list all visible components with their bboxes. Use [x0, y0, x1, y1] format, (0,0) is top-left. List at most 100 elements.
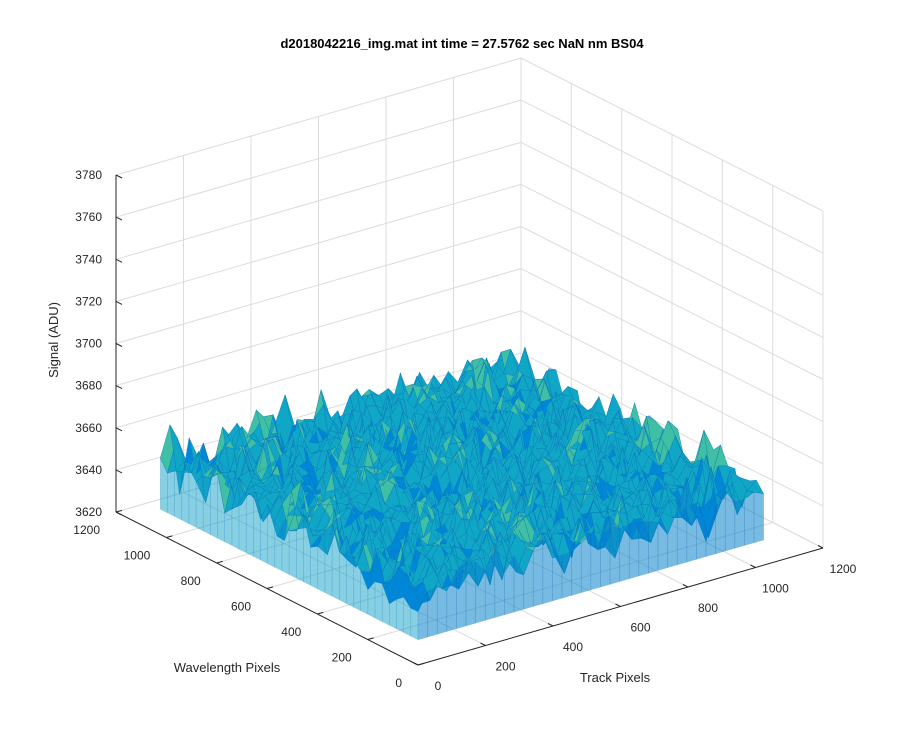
- y-tick-label: 0: [395, 676, 402, 690]
- surface-skirt: [638, 521, 649, 577]
- y-tick: [367, 637, 374, 640]
- chart-title: d2018042216_img.mat int time = 27.5762 s…: [280, 36, 644, 51]
- side-wall-gridline: [520, 99, 824, 254]
- side-wall-gridline: [520, 183, 824, 338]
- z-tick-label: 3620: [75, 505, 102, 519]
- side-wall-gridline: [520, 310, 824, 465]
- surface-skirt: [581, 533, 591, 593]
- side-wall-gridline: [520, 226, 824, 380]
- y-tick: [216, 560, 223, 564]
- y-tick: [166, 535, 173, 538]
- x-tick-label: 200: [495, 660, 515, 674]
- x-tick: [750, 564, 756, 568]
- surface-skirt: [210, 473, 218, 539]
- surface-skirt: [629, 522, 639, 579]
- y-axis-label: Wavelength Pixels: [174, 660, 281, 675]
- surface-skirt: [465, 561, 476, 627]
- surface-skirt: [245, 494, 254, 557]
- y-tick-label: 1000: [124, 549, 151, 563]
- z-tick: [115, 174, 123, 179]
- x-tick: [480, 642, 486, 646]
- y-tick: [115, 509, 123, 513]
- side-wall-gridline: [520, 141, 824, 296]
- back-wall-gridline: [115, 57, 522, 176]
- x-tick: [412, 662, 419, 666]
- y-tick-label: 800: [181, 574, 201, 588]
- z-tick: [115, 343, 123, 347]
- surface-skirt: [753, 491, 764, 543]
- back-wall-gridline: [115, 310, 522, 429]
- surface-skirt: [195, 475, 204, 532]
- back-wall-gridline: [115, 141, 522, 260]
- surface-skirt: [619, 524, 630, 582]
- surface-skirt: [734, 498, 745, 549]
- x-tick-label: 600: [630, 621, 650, 635]
- surface-skirt: [160, 457, 168, 514]
- x-tick: [615, 603, 621, 607]
- z-tick-label: 3640: [75, 463, 102, 477]
- x-tick: [682, 584, 689, 588]
- side-wall-gridline: [520, 57, 824, 212]
- x-tick: [817, 545, 824, 549]
- surface-skirt: [648, 521, 659, 574]
- surface-skirt: [224, 508, 233, 546]
- y-tick-label: 200: [332, 651, 352, 665]
- surface-skirt: [571, 542, 582, 596]
- surface-skirt: [374, 581, 383, 622]
- surface-skirt: [744, 491, 755, 546]
- z-tick: [115, 511, 123, 516]
- surface-skirt: [202, 475, 211, 535]
- back-wall-gridline: [115, 226, 522, 344]
- z-tick: [115, 300, 123, 305]
- z-tick-label: 3760: [75, 210, 102, 224]
- surface-skirt: [561, 551, 572, 599]
- y-tick-label: 600: [231, 600, 251, 614]
- z-tick-label: 3740: [75, 252, 102, 266]
- y-tick-label: 1200: [73, 523, 100, 537]
- surface-skirt: [174, 470, 183, 521]
- y-tick-label: 400: [281, 625, 301, 639]
- surface-skirt: [437, 585, 447, 635]
- y-tick: [317, 611, 324, 615]
- surface-skirt: [389, 599, 397, 630]
- z-tick: [115, 258, 123, 263]
- z-tick-label: 3660: [75, 421, 102, 435]
- surface-skirt: [167, 470, 175, 517]
- axes: 0 200 400 600 800 1000 1200 0 200 400 600 800 1000 12…: [73, 168, 856, 693]
- surface-skirt: [396, 596, 404, 633]
- x-tick-label: 1200: [830, 562, 857, 576]
- z-tick-label: 3720: [75, 294, 102, 308]
- z-tick: [115, 427, 123, 432]
- z-tick: [115, 469, 123, 474]
- side-wall-gridline: [520, 268, 824, 423]
- surface-skirt: [427, 585, 438, 638]
- x-tick-label: 400: [563, 640, 583, 654]
- x-tick-label: 0: [435, 679, 442, 693]
- z-tick: [115, 385, 123, 390]
- surface-skirt: [552, 555, 563, 602]
- surface-skirt: [324, 523, 333, 597]
- back-wall-gridline: [115, 268, 522, 387]
- x-tick-label: 800: [698, 601, 718, 615]
- z-tick-label: 3700: [75, 337, 102, 351]
- z-tick-label: 3780: [75, 168, 102, 182]
- x-tick-label: 1000: [762, 582, 789, 596]
- surface-skirt: [181, 467, 190, 525]
- surface-skirt: [310, 546, 318, 590]
- back-wall-gridline: [115, 183, 522, 302]
- surface-skirt: [410, 607, 419, 641]
- surface-skirt: [288, 530, 297, 579]
- surface-skirt: [590, 533, 601, 591]
- y-tick: [417, 662, 425, 666]
- y-tick: [266, 586, 274, 589]
- back-wall-gridline: [115, 99, 522, 218]
- z-axis-label: Signal (ADU): [46, 302, 61, 378]
- surface-skirt: [456, 562, 467, 629]
- z-tick: [115, 216, 123, 221]
- surface-mesh: [160, 346, 764, 641]
- z-tick-label: 3680: [75, 379, 102, 393]
- x-tick: [547, 623, 554, 627]
- x-axis-label: Track Pixels: [580, 670, 651, 685]
- surface-skirt: [475, 561, 486, 624]
